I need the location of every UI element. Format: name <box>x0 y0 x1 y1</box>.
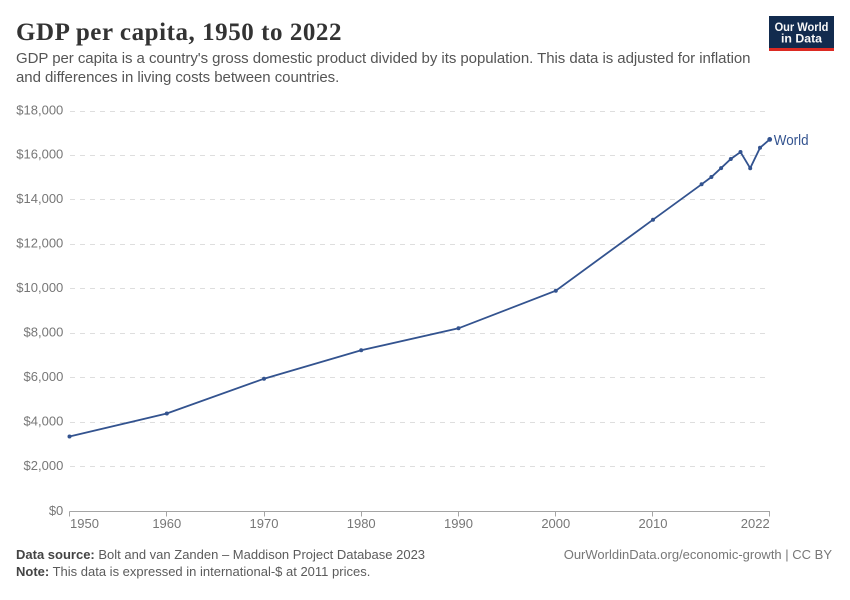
svg-text:1980: 1980 <box>347 516 376 531</box>
svg-text:$10,000: $10,000 <box>16 280 63 295</box>
svg-text:1960: 1960 <box>152 516 181 531</box>
svg-text:$6,000: $6,000 <box>24 369 64 384</box>
svg-text:2010: 2010 <box>639 516 668 531</box>
svg-text:1990: 1990 <box>444 516 473 531</box>
svg-text:in Data: in Data <box>781 32 822 46</box>
svg-text:$2,000: $2,000 <box>24 458 64 473</box>
svg-text:2022: 2022 <box>741 516 770 531</box>
svg-text:2000: 2000 <box>541 516 570 531</box>
svg-text:$18,000: $18,000 <box>16 102 63 117</box>
svg-text:$14,000: $14,000 <box>16 191 63 206</box>
svg-text:$8,000: $8,000 <box>24 325 64 340</box>
svg-text:1970: 1970 <box>250 516 279 531</box>
svg-text:$16,000: $16,000 <box>16 147 63 162</box>
svg-text:World: World <box>774 132 809 149</box>
svg-text:Our World: Our World <box>775 20 829 34</box>
svg-text:1950: 1950 <box>70 516 99 531</box>
svg-text:$4,000: $4,000 <box>24 413 64 428</box>
svg-text:$12,000: $12,000 <box>16 236 63 251</box>
svg-text:$0: $0 <box>49 503 63 518</box>
